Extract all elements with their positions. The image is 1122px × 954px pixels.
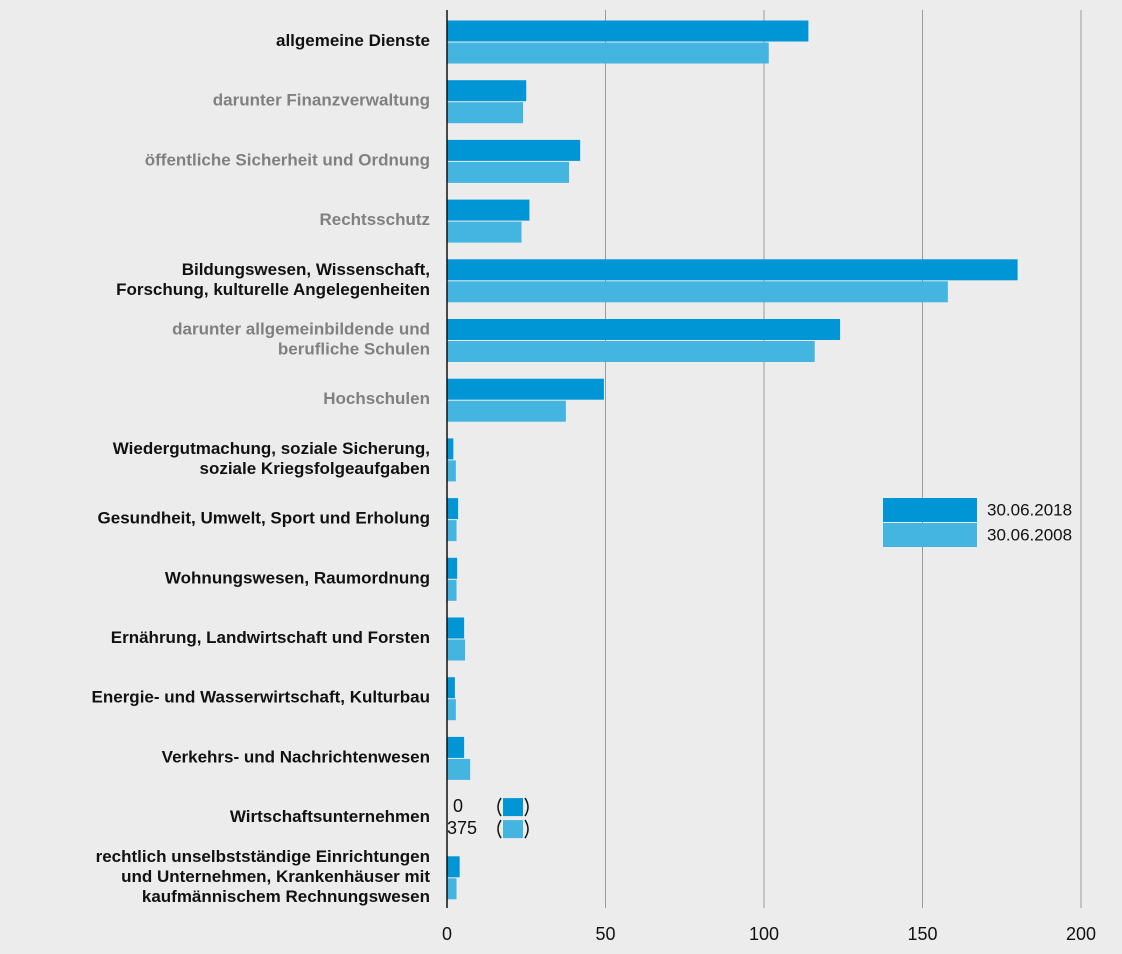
bar bbox=[447, 341, 815, 362]
category-label: allgemeine Dienste bbox=[276, 31, 430, 50]
legend-label: 30.06.2018 bbox=[987, 500, 1072, 519]
category-label: öffentliche Sicherheit und Ordnung bbox=[145, 151, 430, 170]
bar bbox=[447, 199, 530, 221]
bar bbox=[447, 319, 841, 340]
bar bbox=[447, 139, 581, 161]
legend-swatch bbox=[883, 523, 977, 547]
category-label: Wohnungswesen, Raumordnung bbox=[165, 569, 430, 588]
bracket bbox=[497, 819, 502, 839]
category-label: Hochschulen bbox=[323, 390, 430, 409]
bar bbox=[447, 639, 466, 661]
x-tick-label: 0 bbox=[442, 924, 452, 944]
category-label: Bildungswesen, Wissenschaft, Forschung, k… bbox=[116, 260, 430, 299]
category-label: Wiedergutmachung, soziale Sicherung, sozi… bbox=[113, 439, 430, 478]
bracket bbox=[524, 797, 529, 817]
bar bbox=[447, 579, 457, 601]
bar bbox=[447, 438, 454, 460]
bar bbox=[447, 378, 604, 400]
bar bbox=[447, 699, 456, 721]
bar bbox=[447, 736, 465, 758]
category-label: darunter Finanzverwaltung bbox=[213, 91, 430, 110]
x-tick-label: 150 bbox=[907, 924, 937, 944]
x-tick-label: 100 bbox=[749, 924, 779, 944]
x-tick-label: 200 bbox=[1066, 924, 1096, 944]
x-tick-label: 50 bbox=[595, 924, 615, 944]
bar bbox=[447, 400, 566, 422]
legend-swatch bbox=[883, 498, 977, 522]
bar bbox=[447, 677, 455, 699]
bar bbox=[447, 460, 456, 482]
bar bbox=[447, 617, 465, 639]
category-label: Ernährung, Landwirtschaft und Forsten bbox=[111, 628, 430, 647]
bar bbox=[447, 557, 458, 579]
value-label: 0 bbox=[453, 796, 463, 816]
category-label: darunter allgemeinbildende und berufliche… bbox=[172, 320, 430, 359]
category-label: Wirtschaftsunternehmen bbox=[230, 808, 430, 827]
bar bbox=[447, 42, 769, 64]
value-label: 375 bbox=[447, 818, 477, 838]
bar bbox=[447, 878, 457, 900]
category-label: Rechtsschutz bbox=[319, 211, 430, 230]
category-label: Gesundheit, Umwelt, Sport und Erholung bbox=[98, 509, 430, 528]
value-swatch bbox=[503, 820, 523, 839]
bar bbox=[447, 102, 524, 124]
bar bbox=[447, 281, 948, 303]
bracket bbox=[524, 819, 529, 839]
bar bbox=[447, 856, 460, 878]
value-swatch bbox=[503, 798, 523, 817]
legend-label: 30.06.2008 bbox=[987, 525, 1072, 544]
bar bbox=[447, 520, 457, 542]
bar bbox=[447, 758, 471, 780]
category-label: rechtlich unselbstständige Einrichtungen… bbox=[96, 847, 431, 906]
bracket bbox=[497, 797, 502, 817]
bar bbox=[447, 259, 1018, 281]
bar bbox=[447, 80, 527, 102]
category-label: Energie- und Wasserwirtschaft, Kulturbau bbox=[92, 688, 430, 707]
bar bbox=[447, 221, 522, 243]
category-label: Verkehrs- und Nachrichtenwesen bbox=[162, 748, 430, 767]
bar bbox=[447, 498, 459, 520]
bar bbox=[447, 20, 809, 42]
bar bbox=[447, 161, 570, 183]
